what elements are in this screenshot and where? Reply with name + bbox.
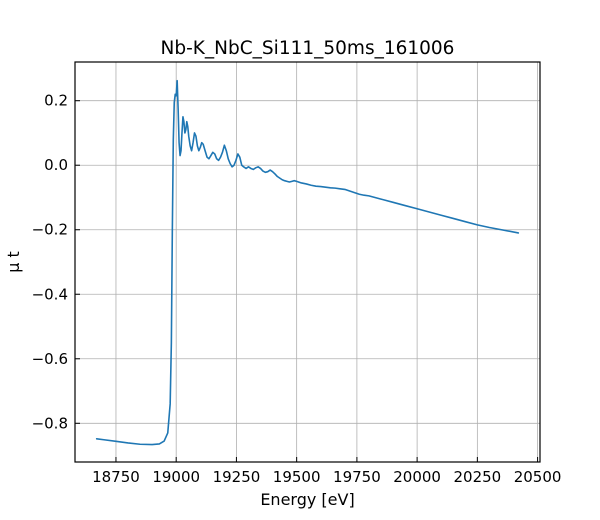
x-tick-label: 20000 — [393, 468, 441, 486]
x-tick-label: 20500 — [514, 468, 562, 486]
axis-ticks: 18750 19000 19250 19500 19750 20000 20250 20500… — [32, 92, 562, 486]
y-tick-label: 0.0 — [44, 156, 68, 174]
x-tick-label: 18750 — [92, 468, 140, 486]
y-tick-label: −0.2 — [32, 221, 68, 239]
y-tick-label: −0.4 — [32, 285, 68, 303]
y-tick-label: 0.2 — [44, 92, 68, 110]
y-axis-label: μ t — [4, 251, 23, 273]
x-tick-label: 19500 — [273, 468, 321, 486]
y-tick-label: −0.8 — [32, 414, 68, 432]
x-tick-label: 20250 — [453, 468, 501, 486]
series-layer — [95, 79, 520, 446]
plot-frame — [74, 61, 541, 463]
x-axis-label: Energy [eV] — [260, 490, 354, 509]
y-tick-label: −0.6 — [32, 350, 68, 368]
x-tick-label: 19000 — [152, 468, 200, 486]
grid-lines — [75, 62, 540, 462]
chart-title: Nb-K_NbC_Si111_50ms_161006 — [161, 38, 455, 59]
x-tick-label: 19750 — [333, 468, 381, 486]
series-line — [95, 79, 520, 446]
x-tick-label: 19250 — [213, 468, 261, 486]
